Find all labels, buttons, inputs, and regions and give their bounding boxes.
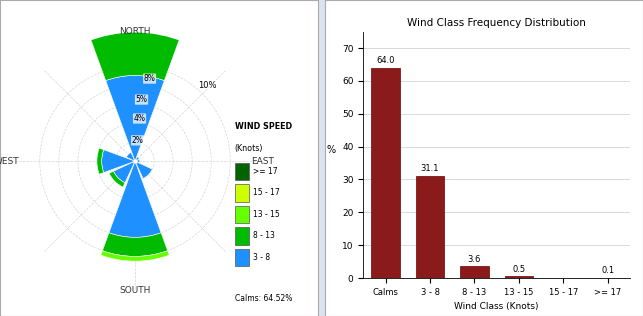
Bar [135,161,152,179]
Text: NORTH: NORTH [120,27,150,36]
Text: WIND SPEED: WIND SPEED [235,122,292,131]
Text: EAST: EAST [251,157,274,166]
Bar [97,148,104,174]
Text: Calms: 64.52%: Calms: 64.52% [235,294,292,303]
Bar [89,28,181,81]
Text: 31.1: 31.1 [421,164,439,173]
Text: SOUTH: SOUTH [120,286,150,295]
Text: 15 - 17: 15 - 17 [253,188,280,198]
Text: 64.0: 64.0 [376,56,395,65]
Text: WEST: WEST [0,157,19,166]
Bar [109,171,125,187]
Bar [113,161,135,183]
Text: 0.1: 0.1 [601,266,615,275]
Bar [101,251,169,261]
Text: 8%: 8% [143,74,156,83]
Text: 4%: 4% [134,114,145,123]
Bar [505,276,534,278]
Bar [127,153,135,161]
Bar [102,150,135,173]
Bar [371,68,400,278]
X-axis label: Wind Class (Knots): Wind Class (Knots) [455,302,539,311]
Text: (Knots): (Knots) [235,144,263,153]
Bar [135,157,140,161]
Text: 13 - 15: 13 - 15 [253,210,280,219]
Bar [460,266,489,278]
Bar [64,0,206,36]
Bar [105,76,165,161]
Text: 8 - 13: 8 - 13 [253,231,275,240]
Text: 10%: 10% [198,82,217,90]
Bar [415,176,444,278]
Text: 3 - 8: 3 - 8 [253,253,271,262]
Text: 5%: 5% [136,95,147,104]
Title: Wind Class Frequency Distribution: Wind Class Frequency Distribution [407,18,586,28]
Bar [135,160,140,163]
Y-axis label: %: % [327,145,336,155]
Bar [109,161,161,237]
Text: >= 17: >= 17 [253,167,278,176]
Text: 0.5: 0.5 [512,265,525,274]
Text: 3.6: 3.6 [468,255,481,264]
Text: 2%: 2% [132,136,143,145]
Bar [102,233,168,256]
